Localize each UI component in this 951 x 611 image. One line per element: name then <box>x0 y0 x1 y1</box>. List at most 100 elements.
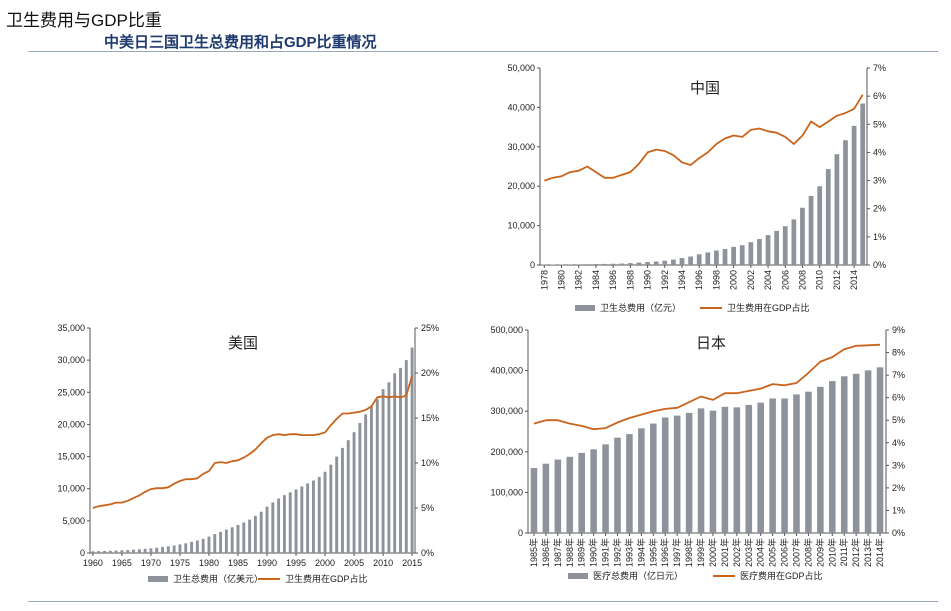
usa-bar <box>253 515 257 553</box>
usa-bar <box>335 456 339 553</box>
japan-x-tick-label: 2000年 <box>707 538 718 567</box>
china-bar <box>679 258 685 265</box>
japan-bar <box>554 459 562 533</box>
japan-y2-tick-label: 2% <box>892 483 905 493</box>
japan-y2-tick-label: 6% <box>892 393 905 403</box>
usa-legend-bar-label: 卫生总费用（亿美元） <box>173 573 263 584</box>
usa-bar <box>178 544 182 553</box>
japan-bar <box>542 463 550 533</box>
china-chart: 0 10,000 20,000 30,000 40,000 50,000 0% 1% 2% 3% 4… <box>507 63 886 313</box>
page-title: 卫生费用与GDP比重 <box>6 11 162 30</box>
china-chart-title: 中国 <box>690 80 720 97</box>
usa-bar <box>143 548 147 553</box>
china-x-tick-label: 1992 <box>660 270 670 290</box>
china-bar <box>765 235 771 265</box>
japan-x-tick-label: 2001年 <box>719 538 730 567</box>
japan-bar <box>709 410 717 533</box>
china-x-tick-label: 2010 <box>815 270 825 290</box>
china-y2-tick-label: 2% <box>873 204 886 214</box>
china-bar <box>576 264 582 265</box>
china-x-tick-label: 1978 <box>539 270 549 290</box>
japan-y2-tick-label: 9% <box>892 325 905 335</box>
usa-bar <box>190 541 194 553</box>
japan-bar <box>590 449 597 533</box>
china-legend-line-label: 卫生费用在GDP占比 <box>727 302 810 313</box>
japan-bar <box>566 456 574 533</box>
usa-x-tick-label: 1970 <box>141 558 161 568</box>
usa-x-tick-label: 1980 <box>199 558 219 568</box>
usa-bar <box>410 347 414 553</box>
usa-bar <box>399 367 402 553</box>
usa-bar <box>137 549 141 553</box>
japan-x-tick-label: 2005年 <box>767 538 778 567</box>
japan-bar <box>530 468 538 533</box>
japan-y2-tick-label: 3% <box>892 460 905 470</box>
usa-bar <box>317 476 321 553</box>
china-x-tick-label: 1996 <box>694 270 704 290</box>
china-y-tick-label: 20,000 <box>507 181 535 191</box>
usa-bar <box>97 551 101 553</box>
usa-bar <box>114 550 118 553</box>
china-x-tick-label: 2006 <box>780 270 790 290</box>
usa-x-tick-label: 1960 <box>83 558 103 568</box>
japan-x-tick-label: 1989年 <box>576 538 587 567</box>
page-subtitle: 中美日三国卫生总费用和占GDP比重情况 <box>104 34 377 51</box>
china-y2-tick-label: 1% <box>873 232 886 242</box>
china-y-tick-label: 40,000 <box>507 102 535 112</box>
usa-bar <box>370 406 373 553</box>
usa-bar <box>242 522 246 553</box>
usa-x-tick-label: 2000 <box>315 558 335 568</box>
china-bar <box>636 262 642 265</box>
japan-share-line <box>533 343 881 431</box>
japan-x-tick-label: 1996年 <box>659 538 670 567</box>
china-x-tick-label: 1990 <box>643 270 653 290</box>
japan-bar <box>805 391 812 533</box>
usa-legend-line-label: 卫生费用在GDP占比 <box>285 573 368 584</box>
japan-bar <box>721 406 729 533</box>
japan-chart-title: 日本 <box>696 335 726 352</box>
china-bar <box>627 263 633 265</box>
usa-legend-bar-swatch <box>148 576 168 582</box>
china-x-tick-label: 1998 <box>711 270 721 290</box>
usa-bar <box>381 389 385 553</box>
usa-chart-title: 美国 <box>228 335 258 352</box>
japan-y-tick-label: 100,000 <box>490 487 523 497</box>
china-bar <box>791 219 797 265</box>
china-x-tick-label: 1994 <box>677 270 687 290</box>
japan-bar <box>626 434 633 533</box>
china-bar <box>757 239 762 265</box>
japan-x-tick-label: 1985年 <box>528 538 539 567</box>
usa-chart: 0 5,000 10,000 15,000 20,000 25,000 30,000 35,0… <box>57 323 439 584</box>
china-bar <box>851 125 857 265</box>
china-share-line <box>544 94 864 182</box>
usa-bar <box>329 464 333 553</box>
usa-bar <box>277 498 281 553</box>
usa-y2-tick-label: 25% <box>421 323 439 333</box>
japan-x-tick-label: 2003年 <box>743 538 754 567</box>
japan-chart: 0 100,000 200,000 300,000 400,000 500,000 0% 1%… <box>490 325 905 581</box>
china-bar <box>584 264 590 265</box>
japan-x-tick-label: 1988年 <box>564 538 575 567</box>
japan-bar <box>685 412 693 533</box>
japan-bar <box>757 402 764 533</box>
china-y-tick-label: 30,000 <box>507 142 535 152</box>
japan-bar <box>781 398 788 533</box>
china-x-tick-label: 2012 <box>832 270 842 290</box>
usa-bar <box>103 550 106 553</box>
china-x-tick-label: 1982 <box>574 270 584 290</box>
china-y2-tick-label: 3% <box>873 176 886 186</box>
japan-y-tick-label: 200,000 <box>490 447 523 457</box>
japan-x-tick-label: 2013年 <box>862 538 873 567</box>
japan-y2-tick-label: 0% <box>892 528 905 538</box>
china-bar <box>662 260 668 265</box>
usa-bar <box>161 547 164 553</box>
china-y-tick-label: 10,000 <box>507 221 535 231</box>
usa-bar <box>294 489 298 553</box>
japan-x-tick-label: 1990年 <box>588 538 599 567</box>
japan-x-tick-label: 2004年 <box>755 538 766 567</box>
china-y2-tick-label: 4% <box>873 147 886 157</box>
japan-y2-tick-label: 7% <box>892 370 905 380</box>
china-bar <box>825 169 831 265</box>
usa-bar <box>265 506 269 553</box>
china-x-tick-label: 1980 <box>557 270 567 290</box>
